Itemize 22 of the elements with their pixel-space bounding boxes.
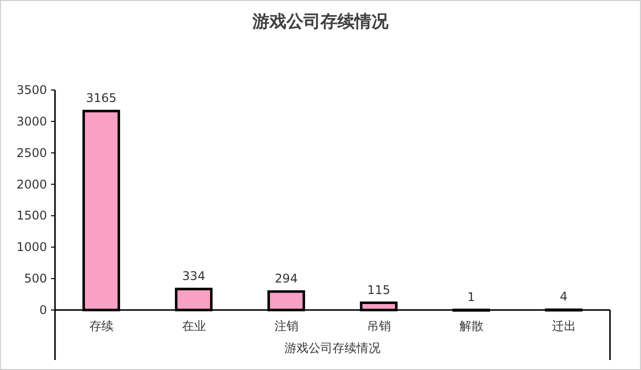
x-tick-label: 解散 [459, 319, 484, 333]
y-tick-label: 1500 [16, 208, 47, 223]
y-tick-label: 3000 [16, 114, 47, 128]
data-label: 4 [560, 290, 568, 304]
x-tick-label: 注销 [274, 319, 298, 333]
x-axis-title: 游戏公司存续情况 [284, 341, 380, 355]
data-label: 334 [182, 269, 206, 284]
x-tick-label: 存续 [89, 319, 114, 333]
y-tick-label: 3500 [16, 83, 47, 97]
y-tick-label: 2000 [16, 177, 47, 192]
y-tick-label: 500 [24, 272, 47, 286]
y-tick-label: 1000 [16, 240, 47, 254]
chart-title: 游戏公司存续情况 [252, 12, 390, 32]
x-tick-label: 在业 [182, 319, 206, 333]
x-tick-label: 迁出 [552, 319, 576, 333]
y-tick-label: 0 [39, 303, 47, 317]
y-tick-label: 2500 [16, 146, 47, 160]
x-tick-label: 吊销 [366, 319, 391, 333]
data-label: 115 [367, 282, 390, 297]
data-label: 3165 [86, 91, 117, 106]
data-label: 1 [467, 290, 476, 304]
data-label: 294 [274, 272, 298, 286]
